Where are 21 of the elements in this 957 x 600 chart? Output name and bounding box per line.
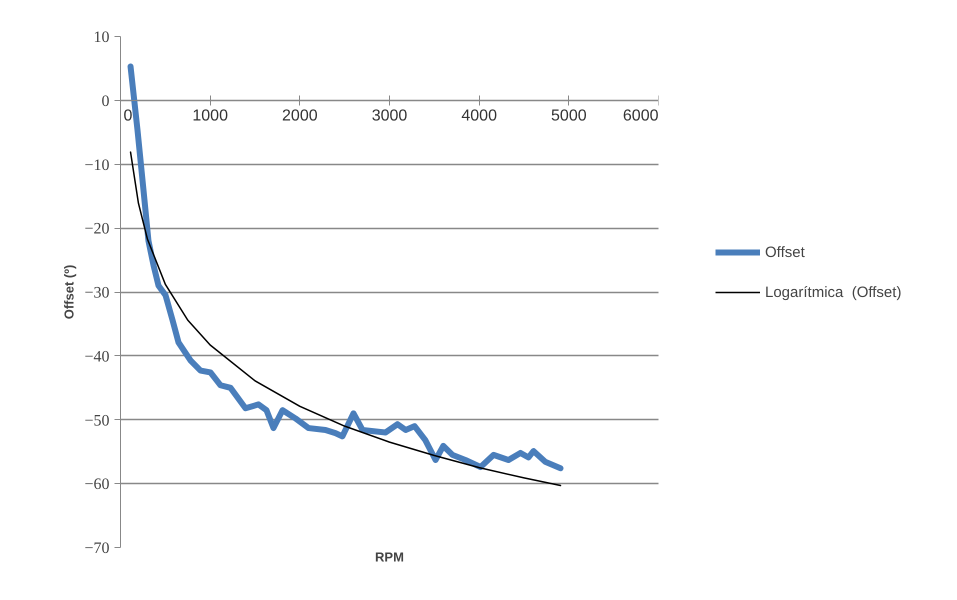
y-tick-label: −70	[84, 540, 110, 557]
line-series	[130, 151, 562, 486]
legend-label: Logarítmica (Offset)	[765, 284, 902, 300]
y-tick-label: −60	[84, 476, 110, 494]
x-tick-label: 4000	[461, 107, 498, 124]
x-axis-title: RPM	[375, 550, 404, 564]
y-tick-label: −20	[84, 220, 110, 238]
x-tick-label: 3000	[372, 107, 408, 124]
y-tick-label: −40	[84, 348, 110, 366]
y-tick-label: 10	[94, 29, 110, 46]
y-tick-label: −50	[84, 412, 110, 430]
x-tick-label: 6000	[622, 107, 659, 124]
x-tick-label: 2000	[282, 107, 318, 124]
legend-label: Offset	[765, 244, 805, 260]
y-axis-title: Offset (º)	[61, 264, 76, 320]
x-tick-label: 0	[124, 107, 132, 124]
x-tick-label: 1000	[192, 107, 228, 124]
y-tick-label: 0	[102, 92, 110, 110]
y-tick-label: −30	[84, 284, 110, 302]
y-tick-label: −10	[84, 156, 110, 174]
x-tick-label: 5000	[551, 107, 587, 124]
